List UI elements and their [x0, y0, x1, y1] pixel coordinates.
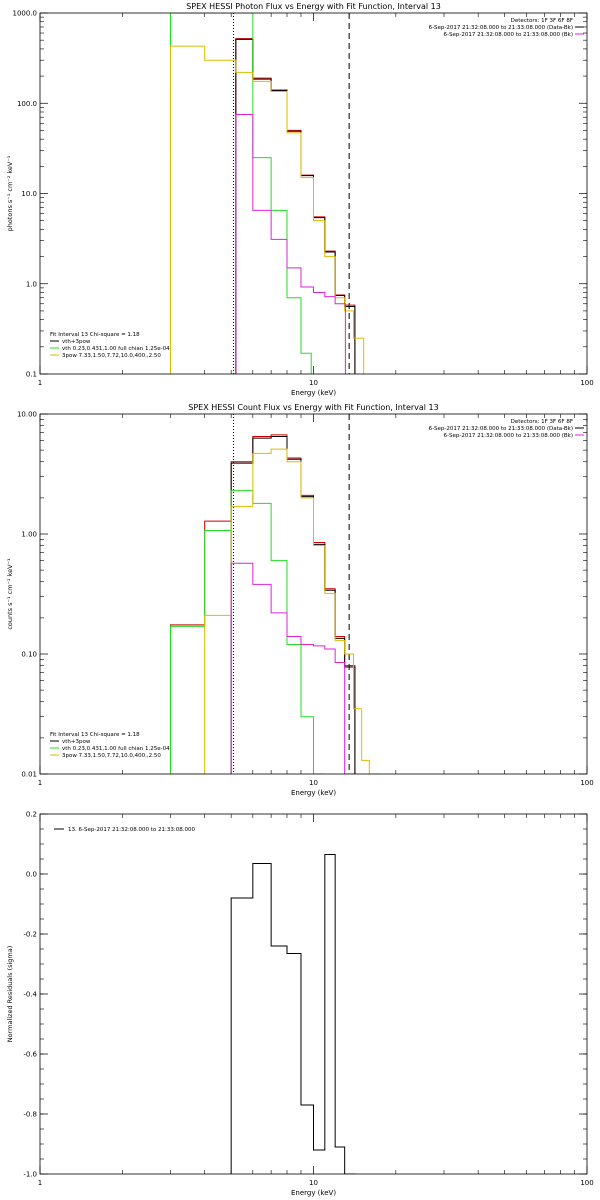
y-tick-label: 0.0: [26, 871, 37, 879]
x-axis-label: Energy (keV): [291, 1189, 336, 1197]
legend-entry: vth+3pow: [62, 739, 91, 745]
y-tick-label: -0.4: [23, 991, 37, 999]
info-line: 6-Sep-2017 21:32:08.000 to 21:33:08.000 …: [429, 25, 573, 31]
y-tick-label: 10.0: [21, 190, 37, 198]
x-tick-label: 100: [580, 779, 593, 787]
y-axis-label: counts s⁻¹ cm⁻² keV⁻¹: [6, 558, 14, 630]
y-tick-label: 0.2: [26, 811, 37, 819]
y-tick-label: 1.00: [21, 531, 37, 539]
series-line-1: [235, 38, 356, 374]
series-line-4: [230, 562, 356, 774]
x-tick-label: 10: [309, 379, 318, 387]
x-axis-label: Energy (keV): [291, 389, 336, 397]
residual-panel: 1 10 100 Energy (keV) -1.0 -0.8 -0.6 -0.4 -0.2 0.…: [6, 811, 594, 1198]
series-line-2: [169, 490, 325, 774]
legend-entry: 13. 6-Sep-2017 21:32:08.000 to 21:33:08.…: [68, 827, 195, 833]
info-line: Detectors: 1F 3F 6F 8F: [511, 419, 573, 425]
series-line-3: [169, 448, 381, 774]
y-tick-label: -0.8: [23, 1111, 37, 1119]
series-line-4: [235, 114, 346, 374]
y-tick-label: -1.0: [23, 1171, 37, 1179]
info-line: 6-Sep-2017 21:32:08.000 to 21:33:08.000 …: [444, 433, 574, 439]
x-axis-label: Energy (keV): [291, 789, 336, 797]
plot-frame: [39, 413, 588, 775]
y-tick-label: 0.01: [21, 771, 37, 779]
info-line: Detectors: 1F 3F 6F 8F: [511, 18, 573, 24]
y-tick-label: -0.2: [23, 931, 37, 939]
legend-entry: vth 0.23,0.431,1.00 full chian 1.25e-04: [62, 746, 170, 752]
y-axis-label: Normalized Residuals (sigma): [6, 946, 14, 1043]
series-line-2: [169, 13, 312, 374]
legend-entry: Fit Interval 13 Chi-square = 1.18: [50, 332, 140, 338]
y-tick-label: 1000.0: [13, 10, 38, 18]
legend-entry: 3pow 7.33,1.50,7.72,10.0,400.,2.50: [62, 753, 161, 759]
y-tick-label: -0.6: [23, 1051, 37, 1059]
x-tick-label: 1: [38, 779, 42, 787]
series-group: [169, 13, 365, 374]
y-tick-label: 1.0: [26, 280, 37, 288]
plot-frame: [39, 12, 588, 375]
series-group: [169, 434, 381, 774]
info-line: 6-Sep-2017 21:32:08.000 to 21:33:08.000 …: [444, 32, 574, 38]
y-tick-label: 10.00: [17, 411, 37, 419]
plot-frame: [39, 813, 588, 1175]
legend-entry: 3pow 7.33,1.50,7.72,10.0,400.,2.50: [62, 353, 161, 359]
chart-title: SPEX HESSI Count Flux vs Energy with Fit…: [188, 403, 439, 412]
y-tick-label: 100.0: [17, 100, 37, 108]
series-group: [230, 854, 356, 1174]
x-tick-label: 10: [309, 779, 318, 787]
photon-panel: SPEX HESSI Photon Flux vs Energy with Fi…: [6, 2, 594, 397]
legend-entry: vth 0.23,0.431,1.00 full chian 1.25e-04: [62, 346, 170, 352]
series-line-0: [169, 434, 356, 774]
x-tick-label: 1: [38, 379, 42, 387]
legend-entry: Fit Interval 13 Chi-square = 1.18: [50, 732, 140, 738]
count-panel: SPEX HESSI Count Flux vs Energy with Fit…: [6, 403, 594, 797]
y-tick-label: 0.10: [21, 651, 37, 659]
chart-title: SPEX HESSI Photon Flux vs Energy with Fi…: [186, 2, 441, 11]
series-line-0: [230, 854, 356, 1174]
y-tick-label: 0.1: [26, 371, 37, 379]
x-tick-label: 100: [580, 379, 593, 387]
series-line-0: [235, 38, 356, 374]
x-tick-label: 10: [309, 1179, 318, 1187]
series-line-1: [230, 435, 356, 774]
legend-entry: vth+3pow: [62, 339, 91, 345]
y-axis-label: photons s⁻¹ cm⁻² keV⁻¹: [6, 155, 14, 231]
series-line-3: [169, 45, 365, 374]
x-tick-label: 100: [580, 1179, 593, 1187]
info-line: 6-Sep-2017 21:32:08.000 to 21:33:08.000 …: [429, 426, 573, 432]
x-tick-label: 1: [38, 1179, 42, 1187]
